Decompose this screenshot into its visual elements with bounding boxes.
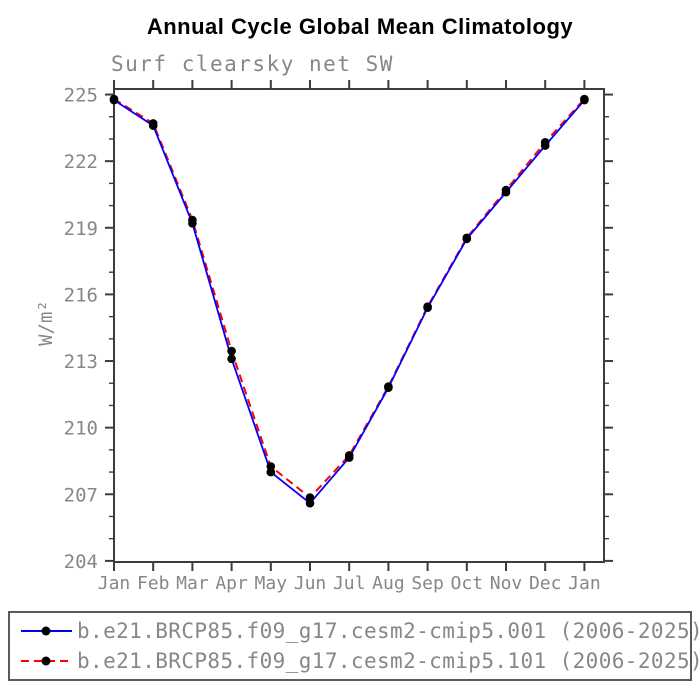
axes-frame bbox=[113, 88, 605, 563]
legend-item-series-101: b.e21.BRCP85.f09_g17.cesm2-cmip5.101 (20… bbox=[10, 646, 700, 676]
y-tick-label: 213 bbox=[64, 351, 98, 373]
x-tick-label: May bbox=[255, 573, 288, 594]
series-markers-b.e21.BRCP85.f09_g17.cesm2-cmip5.001 bbox=[109, 95, 589, 508]
data-point-marker bbox=[580, 94, 589, 104]
legend-box: b.e21.BRCP85.f09_g17.cesm2-cmip5.001 (20… bbox=[8, 611, 700, 681]
series-b.e21.BRCP85.f09_g17.cesm2-cmip5.001 bbox=[113, 99, 586, 505]
x-tick-label: Jul bbox=[333, 573, 366, 594]
series-line-b.e21.BRCP85.f09_g17.cesm2-cmip5.001 bbox=[113, 99, 586, 505]
x-tick-label: Oct bbox=[451, 573, 484, 594]
legend-label-series-101: b.e21.BRCP85.f09_g17.cesm2-cmip5.101 (20… bbox=[77, 649, 700, 673]
y-tick-label: 225 bbox=[64, 85, 98, 107]
data-point-marker bbox=[188, 215, 197, 225]
data-point-marker bbox=[501, 185, 511, 195]
y-tick-label: 204 bbox=[64, 551, 98, 573]
x-axis-ticks bbox=[113, 80, 586, 571]
chart-title: Annual Cycle Global Mean Climatology bbox=[146, 14, 574, 39]
y-axis-ticks bbox=[105, 93, 613, 562]
y-tick-labels: 204 207 210 213 216 219 222 225 bbox=[64, 85, 98, 573]
y-tick-label: 216 bbox=[64, 284, 98, 306]
legend-swatch-solid-line-icon bbox=[21, 626, 72, 636]
y-tick-label: 210 bbox=[64, 418, 98, 440]
data-point-marker bbox=[540, 137, 550, 147]
y-tick-label: 219 bbox=[64, 218, 98, 240]
data-point-marker bbox=[227, 354, 236, 364]
x-tick-label: Nov bbox=[490, 573, 523, 594]
data-point-marker bbox=[344, 451, 354, 460]
legend-swatch-dashed-line-icon bbox=[21, 656, 72, 666]
data-point-marker bbox=[305, 493, 315, 502]
x-tick-labels: Jan Feb Mar Apr May Jun Jul Aug Sep Oct Nov Dec Jan bbox=[98, 573, 601, 594]
data-point-marker bbox=[462, 233, 472, 243]
x-tick-label: Apr bbox=[215, 573, 248, 594]
x-tick-label: Jan bbox=[98, 573, 131, 594]
data-point-marker bbox=[266, 462, 276, 471]
y-tick-label: 222 bbox=[64, 151, 98, 173]
data-point-marker bbox=[148, 119, 158, 128]
x-tick-label: Dec bbox=[529, 573, 562, 594]
x-tick-label: Aug bbox=[372, 573, 405, 594]
chart-subtitle: Surf clearsky net SW bbox=[111, 52, 394, 76]
legend-item-series-001: b.e21.BRCP85.f09_g17.cesm2-cmip5.001 (20… bbox=[10, 616, 700, 646]
data-point-marker bbox=[227, 346, 236, 356]
series-b.e21.BRCP85.f09_g17.cesm2-cmip5.101 bbox=[113, 98, 586, 499]
x-tick-label: Feb bbox=[137, 573, 170, 594]
data-point-marker bbox=[423, 302, 432, 311]
x-tick-label: Jan bbox=[568, 573, 601, 594]
series-markers-b.e21.BRCP85.f09_g17.cesm2-cmip5.101 bbox=[109, 94, 589, 502]
x-tick-label: Sep bbox=[411, 573, 444, 594]
x-tick-label: Mar bbox=[176, 573, 209, 594]
data-point-marker bbox=[109, 94, 119, 104]
y-tick-label: 207 bbox=[64, 484, 98, 506]
data-point-marker bbox=[384, 382, 393, 391]
x-tick-label: Jun bbox=[294, 573, 327, 594]
legend-label-series-001: b.e21.BRCP85.f09_g17.cesm2-cmip5.001 (20… bbox=[77, 619, 700, 643]
series-line-b.e21.BRCP85.f09_g17.cesm2-cmip5.101 bbox=[113, 98, 586, 499]
